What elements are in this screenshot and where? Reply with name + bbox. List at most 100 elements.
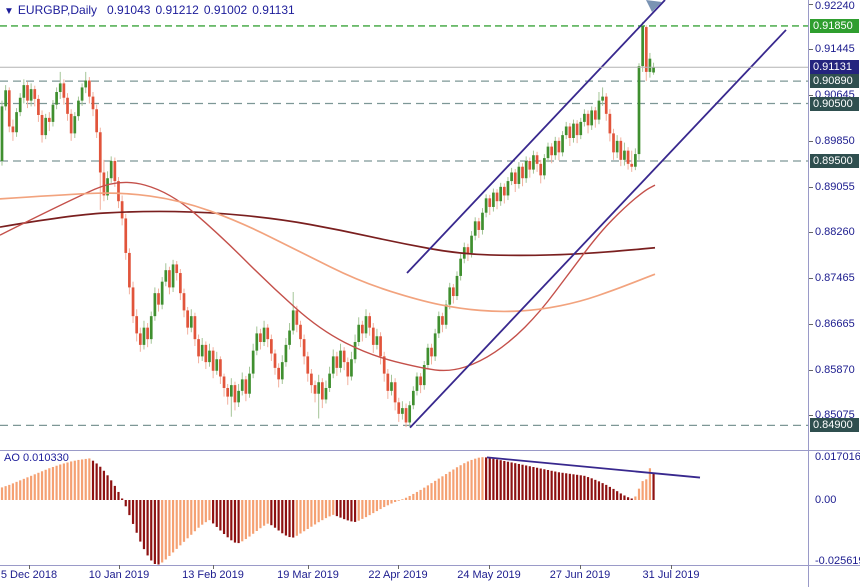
candle-body xyxy=(124,218,128,253)
candle-body xyxy=(29,89,33,101)
price-axis-tick xyxy=(809,140,813,142)
candle-body xyxy=(171,264,175,288)
candle-body xyxy=(437,316,441,334)
candle-body xyxy=(452,287,455,297)
candle-body xyxy=(426,347,430,365)
candle-body xyxy=(419,376,422,386)
channel-lower[interactable] xyxy=(409,29,787,429)
pane-separator-top[interactable] xyxy=(0,450,860,451)
candle-body xyxy=(200,344,204,357)
ma-mid-red[interactable] xyxy=(0,181,656,372)
candle-body xyxy=(157,293,160,305)
candle-body xyxy=(448,287,452,305)
candle-body xyxy=(266,327,270,340)
candle-body xyxy=(302,339,306,357)
price-axis-tick xyxy=(809,277,813,279)
candle-body xyxy=(390,382,393,391)
candle-body xyxy=(521,166,524,179)
ma-fast-salmon[interactable] xyxy=(0,192,656,313)
candle-body xyxy=(583,113,586,122)
price-axis[interactable]: 0.92240 0.91445 0.90645 0.89850 0.89055 0.882… xyxy=(809,0,860,587)
price-axis-tick xyxy=(809,3,813,5)
candle-body xyxy=(270,339,273,354)
ma-slow-maroon[interactable] xyxy=(0,210,656,257)
candle-body xyxy=(69,113,73,134)
channel-upper[interactable] xyxy=(406,0,666,274)
candle-body xyxy=(91,96,95,110)
candle-body xyxy=(317,382,321,394)
candle-body xyxy=(597,100,601,120)
candle-body xyxy=(284,344,288,363)
candle-body xyxy=(455,275,459,297)
candle-body xyxy=(353,342,357,360)
candle-body xyxy=(502,186,506,196)
candle-body xyxy=(342,350,346,363)
candle-body xyxy=(222,376,226,388)
candle-body xyxy=(408,405,412,423)
ohlc-low: 0.91002 xyxy=(203,3,248,17)
candle-body xyxy=(492,192,495,207)
candle-body xyxy=(80,87,84,101)
candle-body xyxy=(55,92,58,105)
candle-body xyxy=(623,150,626,160)
candle-body xyxy=(379,336,382,357)
date-axis-tick xyxy=(398,565,399,569)
candle-body xyxy=(339,350,342,368)
candle-body xyxy=(62,83,66,98)
candle-body xyxy=(586,113,590,126)
candle-body xyxy=(215,359,219,371)
candle-body xyxy=(73,116,77,134)
date-axis[interactable]: 5 Dec 2018 10 Jan 2019 13 Feb 2019 19 Mar 2… xyxy=(0,565,808,587)
cursor-arrow-icon xyxy=(646,0,662,12)
date-axis-label: 24 May 2019 xyxy=(457,569,521,581)
candle-body xyxy=(149,316,153,340)
candle-body xyxy=(4,90,7,107)
price-axis-label: 0.85870 xyxy=(815,363,855,376)
price-axis-label: 0.88260 xyxy=(815,226,855,239)
price-axis-label: 0.92240 xyxy=(815,0,855,12)
candle-body xyxy=(47,117,51,122)
price-badge: 0.90500 xyxy=(810,96,859,111)
candle-body xyxy=(608,113,612,134)
candle-body xyxy=(535,155,539,164)
candle-body xyxy=(626,150,630,164)
candle-body xyxy=(411,390,415,406)
candle-body xyxy=(168,270,171,288)
candle-body xyxy=(644,27,648,72)
ohlc-open: 0.91043 xyxy=(107,3,151,17)
price-axis-tick xyxy=(809,369,813,371)
candle-body xyxy=(550,146,553,156)
candle-body xyxy=(77,100,80,117)
candle-body xyxy=(648,58,652,72)
candle-body xyxy=(40,115,44,136)
candle-body xyxy=(273,353,277,368)
candle-body xyxy=(579,121,583,136)
candle-body xyxy=(186,310,189,328)
ohlc-high: 0.91212 xyxy=(155,3,199,17)
date-axis-tick xyxy=(671,565,672,569)
candle-body xyxy=(262,327,266,343)
candle-body xyxy=(22,85,26,98)
chart-canvas[interactable] xyxy=(0,0,808,566)
ao-trendline[interactable] xyxy=(486,456,701,479)
candle-body xyxy=(244,379,248,394)
ao-axis-label: 0.017016 xyxy=(815,451,860,463)
candle-body xyxy=(0,106,4,161)
candle-body xyxy=(499,186,503,202)
symbol-dropdown-icon[interactable]: ▼ xyxy=(4,6,14,17)
candle-body xyxy=(601,96,604,101)
price-badge: 0.89500 xyxy=(810,153,859,168)
candle-body xyxy=(84,80,88,88)
candle-body xyxy=(481,212,484,230)
symbol-period-label: EURGBP,Daily xyxy=(17,3,98,17)
candle-body xyxy=(251,350,255,374)
candle-body xyxy=(495,192,499,202)
candle-body xyxy=(189,316,193,328)
candle-body xyxy=(142,327,146,345)
price-axis-tick xyxy=(809,95,813,97)
ao-axis-label: -0.025619 xyxy=(815,555,860,567)
candle-body xyxy=(33,89,37,99)
candle-body xyxy=(568,126,572,138)
pane-separator-bottom xyxy=(0,565,860,566)
candle-body xyxy=(346,362,350,377)
